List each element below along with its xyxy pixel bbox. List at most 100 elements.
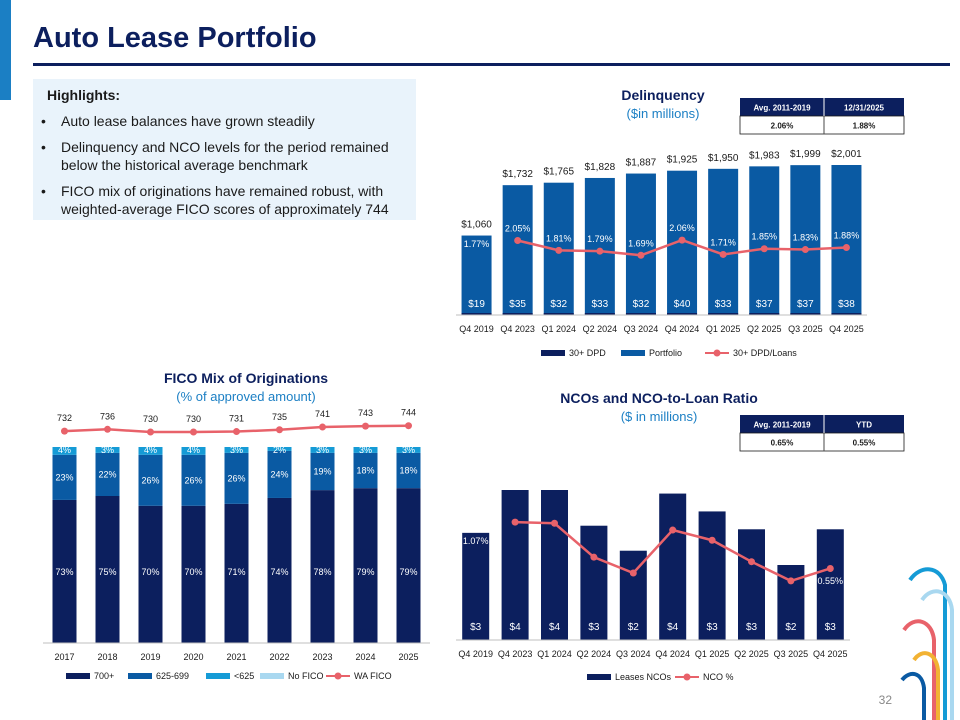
nco-pct-point [826, 564, 834, 572]
nco-pct-point [748, 558, 755, 566]
dpd-ratio-label: 1.79% [587, 234, 613, 244]
fico-700-label: 75% [98, 567, 116, 577]
nco-pct-label: 0.55% [818, 576, 844, 586]
nco-bar-label: $3 [470, 622, 482, 633]
chart-subtitle: (% of approved amount) [176, 389, 315, 404]
legend-label: No FICO [288, 671, 324, 681]
dpd-bar-label: $19 [468, 299, 485, 310]
fico-625-bar [353, 452, 378, 489]
x-tick-label: 2020 [183, 652, 203, 662]
benchmark-table-value: 0.65% [771, 439, 794, 448]
fico-low-label: 3% [359, 445, 372, 455]
wa-fico-point [276, 426, 283, 434]
legend-swatch [541, 350, 565, 356]
benchmark-table-header-bg [740, 415, 904, 433]
fico-700-label: 79% [356, 567, 374, 577]
benchmark-table-header: Avg. 2011-2019 [753, 104, 811, 113]
wa-fico-label: 732 [57, 413, 72, 423]
x-tick-label: Q1 2025 [695, 649, 730, 659]
fico-625-bar [95, 452, 120, 496]
dpd-ratio-label: 1.83% [793, 233, 819, 243]
wa-fico-label: 735 [272, 412, 287, 422]
title-divider [33, 63, 950, 66]
legend-swatch [621, 350, 645, 356]
dpd-ratio-point [637, 251, 645, 259]
dpd-bar [461, 313, 492, 315]
fico-700-bar [353, 488, 378, 643]
wa-fico-point [104, 425, 111, 433]
dpd-bar-label: $37 [797, 299, 814, 310]
nco-bar [816, 529, 844, 640]
nco-bar-label: $2 [785, 622, 797, 633]
nco-bar-label: $3 [707, 622, 719, 633]
nco-bar [698, 511, 726, 640]
fico-700-bar [95, 496, 120, 643]
dpd-ratio-label: 1.81% [546, 233, 572, 243]
benchmark-table-header-bg [740, 98, 904, 116]
x-tick-label: Q4 2023 [500, 324, 535, 334]
dpd-ratio-point [842, 243, 850, 251]
chart-subtitle: ($in millions) [627, 106, 700, 121]
dpd-ratio-label: 1.71% [710, 237, 736, 247]
fico-low-bar [224, 447, 249, 453]
x-tick-label: Q2 2025 [734, 649, 769, 659]
highlight-bullet: FICO mix of originations have remained r… [33, 182, 403, 218]
fico-700-label: 70% [184, 567, 202, 577]
x-tick-label: Q1 2025 [706, 324, 741, 334]
fico-625-label: 18% [399, 466, 417, 476]
benchmark-table-body-bg [739, 115, 905, 135]
portfolio-bar-label: $1,732 [502, 169, 533, 180]
portfolio-bar-label: $1,060 [461, 220, 492, 231]
legend-swatch [128, 673, 152, 679]
dpd-bar-label: $38 [838, 299, 855, 310]
portfolio-bar-label: $2,001 [831, 149, 862, 160]
legend-label: Leases NCOs [615, 672, 672, 682]
x-tick-label: Q4 2019 [458, 649, 493, 659]
dpd-ratio-label: 1.69% [628, 238, 654, 248]
x-tick-label: Q4 2025 [829, 324, 864, 334]
dpd-bar [502, 313, 533, 315]
highlight-bullet: Auto lease balances have grown steadily [33, 112, 403, 130]
dpd-ratio-label: 1.85% [751, 232, 777, 242]
dpd-ratio-label: 2.05% [505, 224, 531, 234]
portfolio-bar [625, 173, 656, 315]
benchmark-table-header: 12/31/2025 [844, 104, 885, 113]
fico-700-bar [52, 499, 77, 643]
x-tick-label: 2023 [312, 652, 332, 662]
logo-stroke [920, 589, 954, 720]
fico-low-bar [52, 447, 77, 455]
nco-bar-label: $4 [667, 622, 679, 633]
dpd-ratio-label: 2.06% [669, 223, 695, 233]
fico-700-bar [310, 490, 335, 643]
legend-label: WA FICO [354, 671, 392, 681]
fico-700-bar [396, 488, 421, 643]
benchmark-table-value: 1.88% [853, 122, 876, 131]
dpd-bar [667, 313, 698, 315]
wa-fico-label: 731 [229, 414, 244, 424]
nco-bar [738, 529, 765, 640]
dpd-ratio-label: 1.88% [834, 230, 860, 240]
dpd-bar [790, 313, 821, 315]
portfolio-bar [461, 235, 492, 315]
legend-label: 625-699 [156, 671, 189, 681]
nco-bar [462, 532, 490, 640]
nco-pct-point [590, 553, 598, 561]
x-tick-label: Q3 2024 [616, 649, 651, 659]
nco-pct-point [551, 519, 558, 527]
wa-fico-label: 744 [401, 408, 416, 418]
fico-625-label: 26% [227, 473, 245, 483]
nco-bar-label: $4 [510, 622, 522, 633]
dpd-bar-label: $35 [509, 299, 526, 310]
fico-625-label: 18% [356, 466, 374, 476]
dpd-bar-label: $33 [715, 299, 732, 310]
fico-low-label: 2% [273, 445, 286, 455]
highlights-heading: Highlights: [47, 87, 121, 103]
fico-low-label: 3% [316, 445, 329, 455]
fico-low-bar [267, 447, 292, 451]
dpd-bar-label: $40 [674, 299, 691, 310]
wa-fico-point [190, 428, 197, 436]
dpd-bar-label: $32 [550, 299, 567, 310]
fico-700-bar [181, 505, 206, 643]
portfolio-bar [790, 165, 821, 315]
legend-label: <625 [234, 671, 254, 681]
